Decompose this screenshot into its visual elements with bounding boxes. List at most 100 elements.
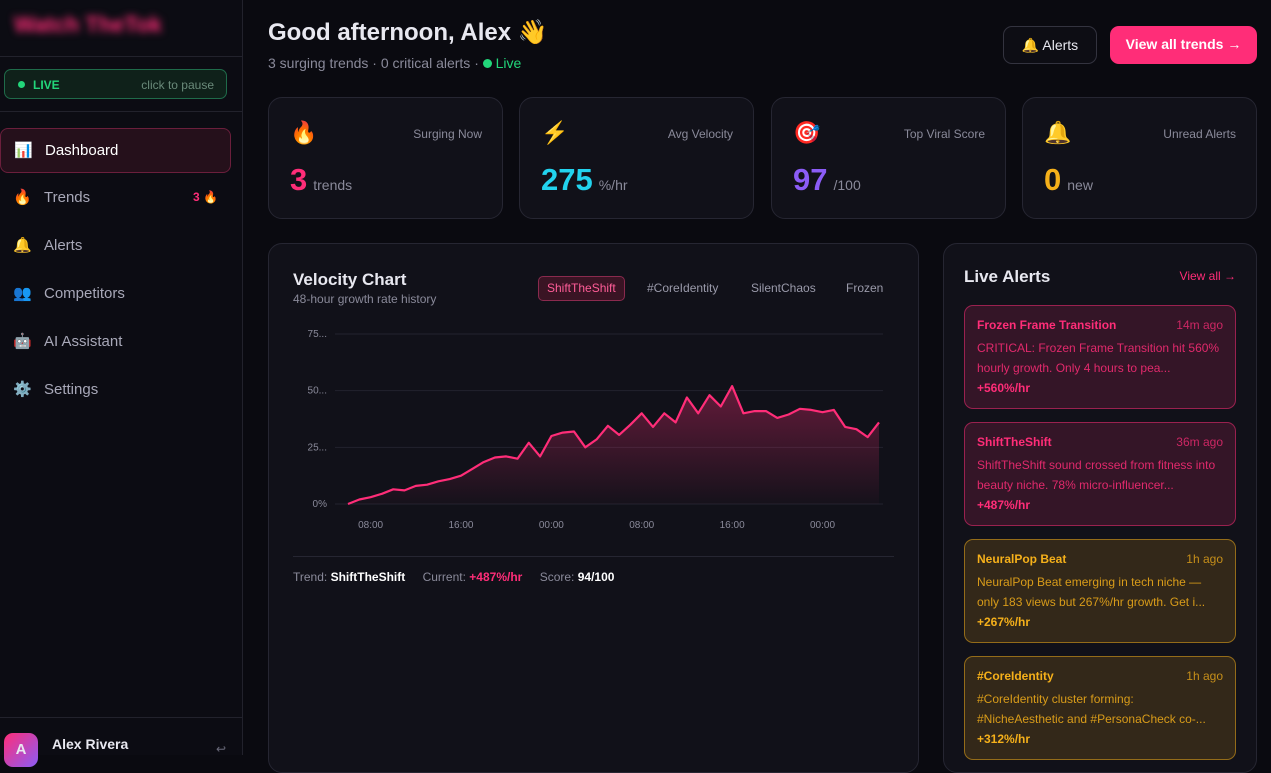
alert-time: 1h ago (1186, 552, 1223, 566)
stat-label: Surging Now (413, 127, 482, 141)
stat-value-row: 0 new (1044, 162, 1093, 198)
nav-icon: 🔔 (13, 237, 32, 254)
chart-tab[interactable]: #CoreIdentity (647, 281, 719, 295)
chart-card (268, 243, 919, 773)
stat-card: 🔥 Surging Now 3 trends (268, 97, 503, 219)
chart-tab[interactable]: ShiftTheShift (538, 276, 625, 301)
alert-card[interactable]: #CoreIdentity 1h ago #CoreIdentity cluster… (964, 656, 1236, 760)
x-tick-label: 08:00 (629, 520, 654, 531)
current-label: Current: (422, 570, 466, 584)
x-tick-label: 16:00 (448, 520, 473, 531)
nav-item[interactable]: 🤖 AI Assistant (0, 320, 231, 365)
stat-unit: %/hr (598, 177, 628, 193)
nav-icon: 📊 (14, 142, 33, 159)
stat-icon: 🎯 (793, 120, 821, 145)
avatar: A (4, 733, 38, 767)
alert-rate: +312%/hr (977, 732, 1031, 746)
stat-label: Unread Alerts (1163, 127, 1236, 141)
alert-text: ShiftTheShift sound crossed from fitness… (977, 458, 1216, 492)
stat-icon: 🔔 (1044, 120, 1072, 145)
stat-value: 0 (1044, 162, 1062, 197)
alert-time: 1h ago (1186, 669, 1223, 683)
nav-item[interactable]: 🔥 Trends 3 🔥 (0, 176, 231, 221)
velocity-chart: 0% 25... 50... 75... 08:00 16:00 00:00 08:00 16:… (308, 329, 883, 531)
alert-card[interactable]: ShiftTheShift 36m ago ShiftTheShift sound … (964, 422, 1236, 526)
divider (293, 556, 894, 557)
nav-label: Competitors (44, 285, 125, 302)
alert-text: #CoreIdentity cluster forming: #NicheAes… (977, 692, 1206, 726)
stat-value: 97 (793, 162, 828, 197)
view-all-link[interactable]: View all → (1179, 269, 1236, 283)
live-hint: click to pause (141, 78, 214, 92)
view-trends-button[interactable]: View all trends → (1110, 26, 1257, 64)
chart-tab[interactable]: Frozen (846, 281, 884, 295)
logout[interactable]: ↩ (216, 742, 227, 756)
alert-card[interactable]: NeuralPop Beat 1h ago NeuralPop Beat emerg… (964, 539, 1236, 643)
alerts-card (943, 243, 1257, 773)
alert-time: 14m ago (1176, 318, 1223, 332)
alerts-button[interactable]: 🔔 Alerts (1003, 26, 1097, 64)
chart-title: Velocity Chart (293, 270, 407, 289)
score-label: Score: (539, 570, 575, 584)
alert-text: CRITICAL: Frozen Frame Transition hit 56… (977, 341, 1220, 375)
subtitle: 3 surging trends · 0 critical alerts · L… (268, 55, 521, 71)
stat-icon: ⚡ (541, 120, 569, 145)
y-tick-label: 75... (308, 329, 327, 340)
nav-item[interactable]: 👥 Competitors (0, 272, 231, 317)
alert-rate: +560%/hr (977, 381, 1031, 395)
line (347, 385, 880, 506)
stat-label: Avg Velocity (667, 127, 733, 141)
stat-value-row: 3 trends (290, 162, 352, 198)
alert-rate: +267%/hr (977, 615, 1031, 629)
y-tick-label: 50... (308, 386, 327, 397)
logo[interactable]: Watch TheTok (14, 12, 162, 37)
divider (0, 56, 243, 57)
x-tick-label: 16:00 (720, 520, 745, 531)
y-tick-label: 25... (308, 442, 327, 453)
chart-footer: Trend: ShiftTheShift Current: +487%/hr S… (293, 570, 614, 584)
nav-item[interactable]: 📊 Dashboard (0, 128, 231, 173)
stat-unit: trends (313, 177, 353, 193)
live-text: Live (495, 55, 522, 71)
live-toggle[interactable]: LIVE click to pause (4, 69, 227, 99)
chart-tab[interactable]: SilentChaos (751, 281, 816, 295)
stat-icon: 🔥 (290, 120, 318, 145)
alert-rate: +487%/hr (977, 498, 1031, 512)
nav-label: Settings (44, 381, 99, 398)
chart-subtitle: 48-hour growth rate history (293, 292, 437, 306)
nav-label: AI Assistant (44, 333, 123, 350)
stat-unit: new (1067, 177, 1093, 193)
nav-label: Trends (44, 189, 91, 206)
nav-label: Dashboard (45, 142, 119, 159)
nav-icon: ⚙️ (13, 381, 32, 398)
stat-card: ⚡ Avg Velocity 275 %/hr (519, 97, 754, 219)
stat-card: 🎯 Top Viral Score 97/100 (771, 97, 1006, 219)
alert-title: Frozen Frame Transition (977, 318, 1117, 332)
live-dot (18, 81, 25, 88)
alert-title: NeuralPop Beat (977, 552, 1067, 566)
live-dot (482, 59, 492, 68)
stat-value: 275 (541, 162, 593, 197)
alert-time: 36m ago (1176, 435, 1223, 449)
nav-icon: 👥 (13, 285, 32, 302)
trend-name: ShiftTheShift (330, 570, 406, 584)
x-tick-label: 00:00 (810, 520, 835, 531)
stat-label: Top Viral Score (903, 127, 985, 141)
alerts-title: Live Alerts (964, 267, 1051, 286)
stat-unit: /100 (833, 177, 861, 193)
x-tick-label: 08:00 (358, 520, 383, 531)
stat-card: 🔔 Unread Alerts 0 new (1022, 97, 1257, 219)
nav-label: Alerts (44, 237, 83, 254)
alert-card[interactable]: Frozen Frame Transition 14m ago CRITICAL: … (964, 305, 1236, 409)
score-value: 94/100 (577, 570, 615, 584)
alert-text: NeuralPop Beat emerging in tech niche — … (977, 575, 1206, 609)
divider (0, 717, 243, 718)
trend-label: Trend: (293, 570, 328, 584)
area (348, 386, 879, 504)
stat-value: 3 (290, 162, 308, 197)
nav-item[interactable]: 🔔 Alerts (0, 224, 231, 269)
stat-value-row: 275 %/hr (541, 162, 628, 198)
nav-item[interactable]: ⚙️ Settings (0, 368, 231, 413)
